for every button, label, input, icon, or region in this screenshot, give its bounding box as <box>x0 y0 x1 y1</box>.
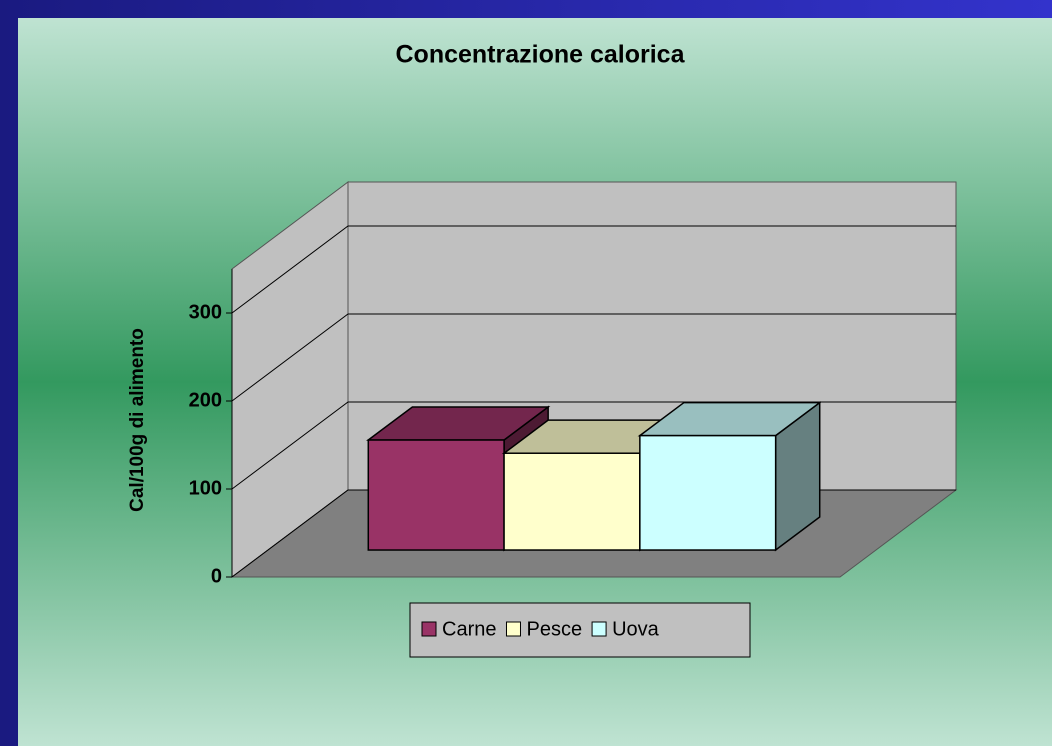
legend-swatch <box>591 621 607 637</box>
legend-label: Pesce <box>526 618 582 640</box>
chart-title: Concentrazione calorica <box>396 41 686 69</box>
y-tick-label: 0 <box>211 565 222 587</box>
grid-line <box>231 313 956 402</box>
bar <box>503 452 641 551</box>
y-tick-label: 300 <box>189 301 222 323</box>
legend-label: Carne <box>442 618 496 640</box>
legend-box <box>409 602 751 658</box>
bar <box>367 439 505 551</box>
y-tick-label: 200 <box>189 389 222 411</box>
y-axis-label: Cal/100g di alimento <box>127 328 148 512</box>
bar <box>639 434 777 551</box>
legend-swatch <box>421 621 437 637</box>
grid-line <box>231 225 956 314</box>
legend-label: Uova <box>612 618 660 640</box>
legend-swatch <box>505 621 521 637</box>
y-tick-label: 100 <box>189 477 222 499</box>
